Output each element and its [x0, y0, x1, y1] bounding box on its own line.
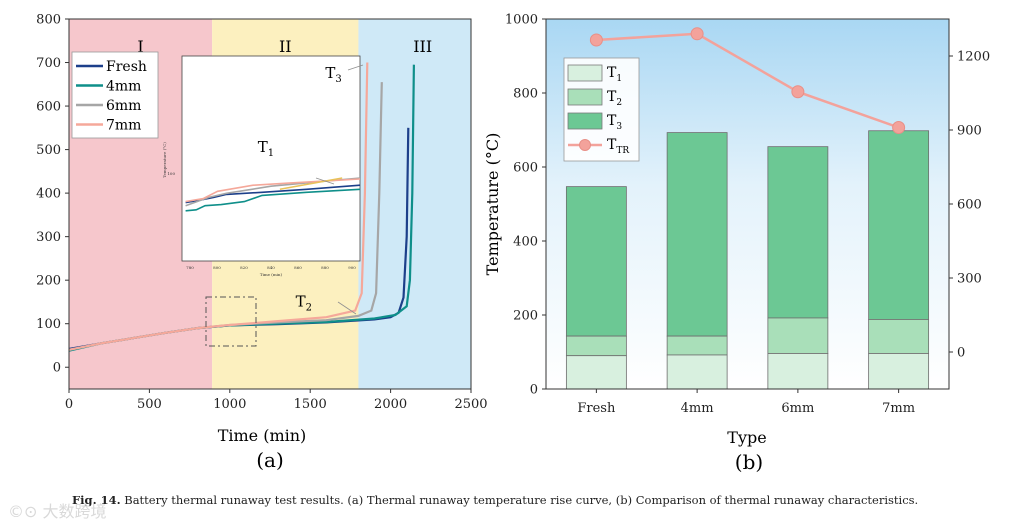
- inset-y-axis-label: Temperature (°C): [162, 142, 167, 178]
- x-tick-label: 500: [137, 397, 162, 412]
- chart-b: Fresh 4mm 6mm 7mm 0 200 400 600 800 1000 0 300 600…: [483, 13, 990, 475]
- series-line-ttr: [596, 32, 900, 129]
- y-tick-label: 300: [36, 230, 61, 245]
- inset-x-tick-label: 860: [294, 265, 302, 270]
- watermark: ©⊙ 大数跨境: [8, 502, 107, 521]
- x-tick-label: 1500: [294, 397, 327, 412]
- bar-t1-fresh: [565, 355, 627, 390]
- figure-canvas: 0 500 1000 1500 2000 2500 0100200300400500600…: [36, 13, 990, 475]
- y2-tick-label: 300: [957, 272, 982, 287]
- bar-t2-7mm: [868, 319, 930, 354]
- chart-a-panel-label: (a): [256, 448, 284, 472]
- ttr-point-4mm: [690, 27, 704, 41]
- y-tick-label: 400: [513, 235, 538, 250]
- y2-tick-label: 600: [957, 198, 982, 213]
- x-tick-label: 0: [65, 397, 73, 412]
- category-label-7mm: 7mm: [882, 401, 915, 416]
- inset-x-tick-label: 820: [240, 265, 248, 270]
- bar-t1-7mm: [868, 353, 930, 390]
- chart-a-x-axis-label: Time (min): [218, 426, 307, 445]
- y-tick-label: 0: [530, 383, 538, 398]
- bar-t3-fresh: [565, 186, 627, 337]
- ttr-point-fresh: [589, 33, 603, 47]
- inset-x-axis-label: Time (min): [260, 272, 283, 277]
- legend-swatch-t1: [567, 64, 603, 82]
- x-tick-label: 1000: [213, 397, 246, 412]
- category-label-4mm: 4mm: [681, 401, 714, 416]
- t2-pointer: [337, 301, 357, 315]
- y-tick-label: 200: [36, 274, 61, 289]
- caption-label: Fig. 14.: [72, 493, 121, 507]
- legend-label-6mm: 6mm: [106, 98, 141, 114]
- y-tick-label: 600: [513, 161, 538, 176]
- chart-a-legend: Fresh 4mm 6mm 7mm: [71, 51, 159, 139]
- legend-label-fresh: Fresh: [106, 59, 147, 75]
- inset-line-4mm: [185, 188, 361, 212]
- category-label-fresh: Fresh: [577, 401, 616, 416]
- chart-b-x-axis-label: Type: [727, 428, 766, 447]
- legend-label-7mm: 7mm: [106, 118, 141, 134]
- inset-x-tick-label: 800: [213, 265, 221, 270]
- zoom-region-box: [205, 296, 257, 347]
- category-label-6mm: 6mm: [781, 401, 814, 416]
- caption-text: Battery thermal runaway test results. (a…: [124, 493, 919, 507]
- x-tick-label: 2500: [454, 397, 487, 412]
- y-tick-label: 400: [36, 187, 61, 202]
- x-tick-label: 2000: [374, 397, 407, 412]
- y2-tick-label: 0: [957, 346, 965, 361]
- bar-t2-6mm: [767, 317, 829, 354]
- bar-t2-4mm: [666, 335, 728, 356]
- figure-caption: Fig. 14. Battery thermal runaway test re…: [72, 493, 918, 507]
- bar-t1-6mm: [767, 353, 829, 390]
- inset-chart: Temperature (°C) 100 780 800 820 840 860 880 9…: [162, 55, 361, 277]
- bar-t2-fresh: [565, 335, 627, 357]
- y-tick-label: 600: [36, 100, 61, 115]
- chart-b-y-axis-label: Temperature (°C): [483, 133, 502, 276]
- bar-t3-4mm: [666, 132, 728, 337]
- t3-pointer: [347, 64, 364, 71]
- bar-t3-7mm: [868, 130, 930, 320]
- y2-tick-label: 900: [957, 124, 982, 139]
- y-tick-label: 200: [513, 309, 538, 324]
- inset-x-tick-label: 840: [267, 265, 275, 270]
- ttr-point-6mm: [791, 85, 805, 99]
- bar-t3-6mm: [767, 146, 829, 319]
- y-tick-label: 100: [36, 317, 61, 332]
- series-line-7mm: [68, 62, 369, 351]
- y-tick-label: 1000: [505, 13, 538, 28]
- region-i-label: I: [137, 37, 143, 56]
- region-iii-label: III: [413, 37, 432, 56]
- inset-frame: [181, 55, 361, 262]
- inset-x-tick-label: 900: [348, 265, 356, 270]
- legend-swatch-t2: [567, 88, 603, 106]
- legend-label-4mm: 4mm: [106, 79, 141, 95]
- inset-y-tick-label: 100: [167, 171, 175, 176]
- ttr-point-7mm: [892, 121, 906, 135]
- chart-b-panel-label: (b): [735, 450, 763, 474]
- y2-tick-label: 1200: [957, 50, 990, 65]
- legend-swatch-ttr-marker: [579, 139, 591, 151]
- y-tick-label: 800: [36, 13, 61, 28]
- legend-swatch-t3: [567, 112, 603, 130]
- y-tick-label: 500: [36, 143, 61, 158]
- bar-t1-4mm: [666, 354, 728, 390]
- inset-x-tick-label: 780: [186, 265, 194, 270]
- y-tick-label: 700: [36, 56, 61, 71]
- chart-a-frame: [68, 18, 472, 390]
- y-tick-label: 0: [53, 361, 61, 376]
- t1-pointer: [315, 177, 335, 185]
- chart-a: 0 500 1000 1500 2000 2500 0 100 200 300 400 500 600…: [36, 13, 487, 473]
- inset-x-tick-label: 880: [321, 265, 329, 270]
- y-tick-label: 800: [513, 87, 538, 102]
- inset-line-highlight: [279, 177, 343, 191]
- region-ii-label: II: [279, 37, 292, 56]
